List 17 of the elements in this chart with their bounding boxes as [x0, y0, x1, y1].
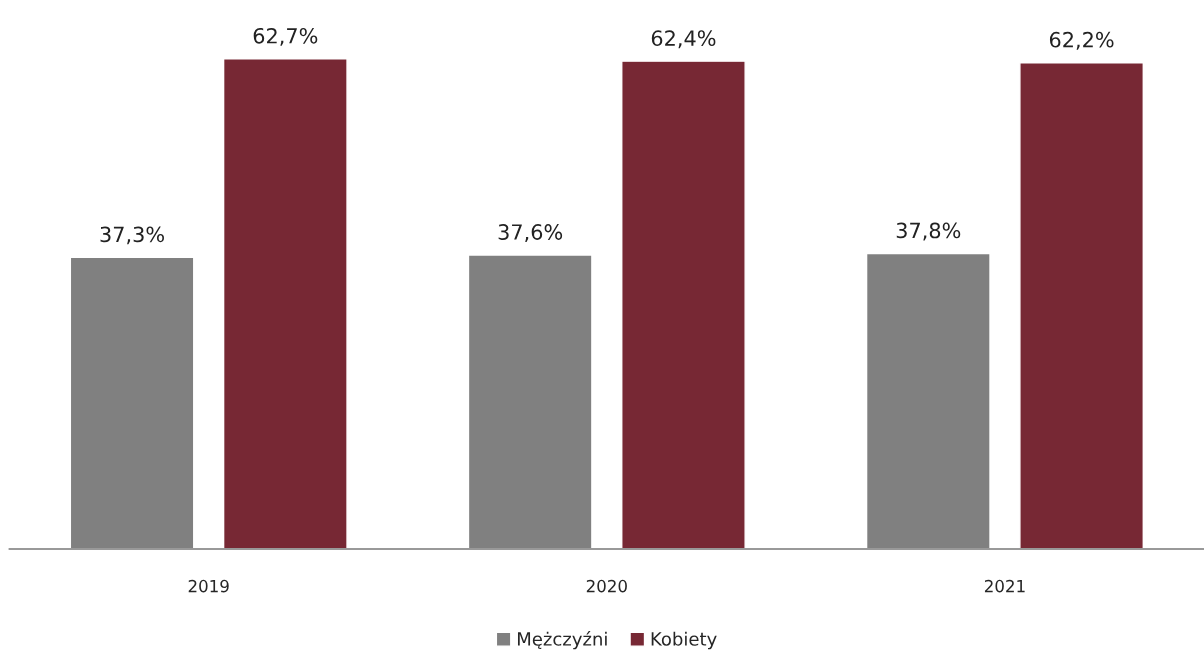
data-label: 62,2% — [1049, 31, 1114, 50]
data-label: 37,3% — [100, 226, 164, 245]
x-tick-label: 2021 — [984, 579, 1025, 593]
x-tick-label: 2020 — [586, 579, 627, 593]
data-label: 37,8% — [896, 222, 961, 241]
legend-label: Mężczyźni — [517, 631, 607, 650]
bar — [69, 256, 195, 549]
bar — [467, 254, 593, 549]
legend-label: Kobiety — [651, 631, 717, 650]
x-tick-label: 2019 — [188, 579, 229, 593]
bar — [222, 58, 348, 549]
bar — [865, 252, 991, 549]
data-label: 62,7% — [253, 27, 318, 46]
bar — [621, 60, 746, 549]
data-label: 37,6% — [498, 224, 563, 242]
data-label: 62,4% — [651, 30, 716, 49]
bar — [1019, 62, 1144, 549]
